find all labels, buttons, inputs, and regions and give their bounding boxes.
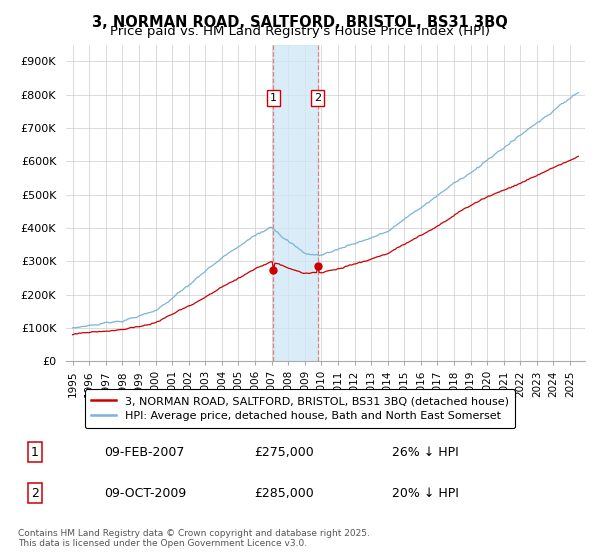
Text: £285,000: £285,000	[254, 487, 314, 500]
Text: £275,000: £275,000	[254, 446, 314, 459]
Text: Price paid vs. HM Land Registry's House Price Index (HPI): Price paid vs. HM Land Registry's House …	[110, 25, 490, 38]
Text: 09-FEB-2007: 09-FEB-2007	[104, 446, 185, 459]
Text: 2: 2	[314, 93, 321, 103]
Text: Contains HM Land Registry data © Crown copyright and database right 2025.
This d: Contains HM Land Registry data © Crown c…	[18, 529, 370, 548]
Bar	[273, 45, 317, 361]
Text: 09-OCT-2009: 09-OCT-2009	[104, 487, 187, 500]
Text: 3, NORMAN ROAD, SALTFORD, BRISTOL, BS31 3BQ: 3, NORMAN ROAD, SALTFORD, BRISTOL, BS31 …	[92, 15, 508, 30]
Text: 2: 2	[31, 487, 39, 500]
Text: 1: 1	[270, 93, 277, 103]
Text: 1: 1	[31, 446, 39, 459]
Legend: 3, NORMAN ROAD, SALTFORD, BRISTOL, BS31 3BQ (detached house), HPI: Average price: 3, NORMAN ROAD, SALTFORD, BRISTOL, BS31 …	[85, 389, 515, 428]
Text: 26% ↓ HPI: 26% ↓ HPI	[392, 446, 459, 459]
Text: 20% ↓ HPI: 20% ↓ HPI	[392, 487, 459, 500]
